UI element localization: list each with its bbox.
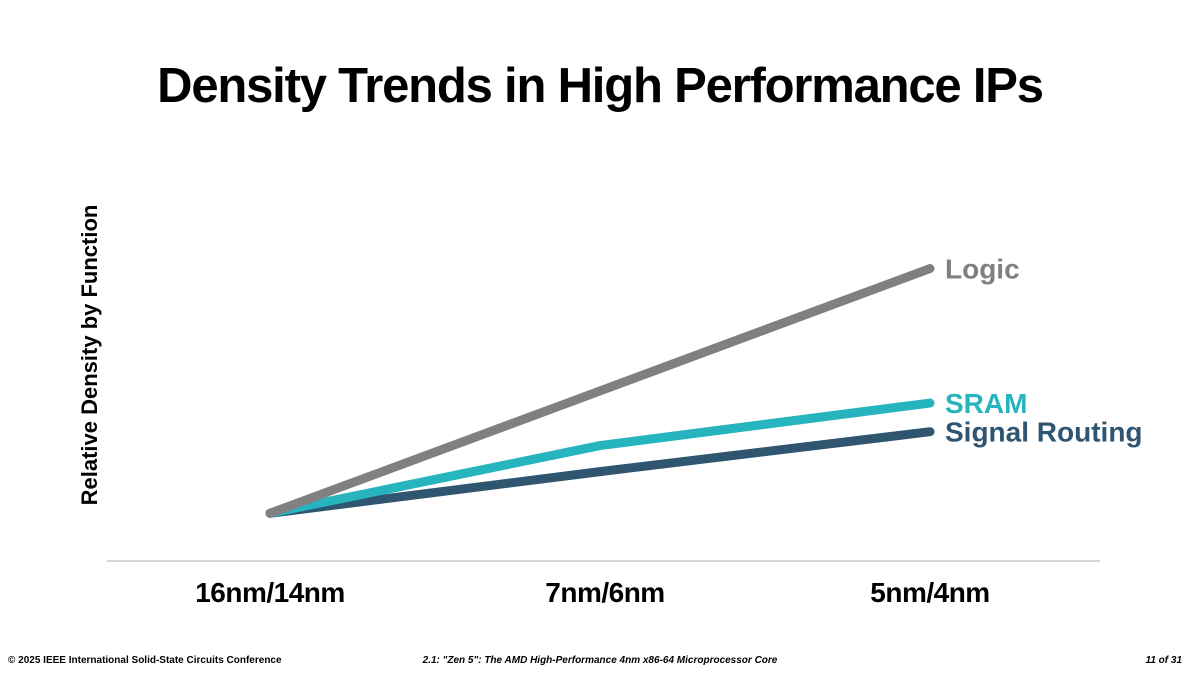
footer-paper-title: 2.1: "Zen 5": The AMD High-Performance 4… xyxy=(422,655,778,666)
x-tick-label: 5nm/4nm xyxy=(870,577,989,608)
series-label: SRAM xyxy=(945,388,1027,419)
series-line-sram xyxy=(265,398,935,518)
footer-page-number: 11 of 31 xyxy=(1145,655,1183,666)
series-line-logic xyxy=(265,264,935,518)
x-tick-label: 16nm/14nm xyxy=(195,577,345,608)
series-label: Signal Routing xyxy=(945,417,1143,448)
chart-title: Density Trends in High Performance IPs xyxy=(157,59,1044,113)
footer-copyright: © 2025 IEEE International Solid-State Ci… xyxy=(8,655,282,666)
series-label: Logic xyxy=(945,254,1020,285)
series-line-signal-routing xyxy=(265,427,935,518)
x-tick-label: 7nm/6nm xyxy=(545,577,664,608)
